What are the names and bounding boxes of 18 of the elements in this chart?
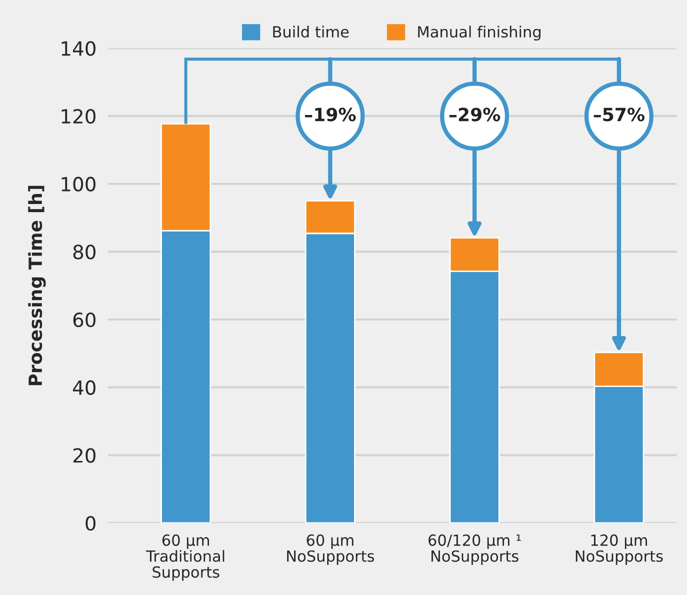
y-tick-label: 120 <box>62 108 96 124</box>
annotation: –19% <box>305 108 356 122</box>
x-tick-label: 60/120 µm ¹ NoSupports <box>428 534 521 565</box>
y-tick-label: 80 <box>73 244 96 260</box>
annotation: –29% <box>449 108 500 122</box>
y-axis-title: Processing Time [h] <box>28 186 46 386</box>
legend-label: Manual finishing <box>418 26 540 41</box>
x-tick-label: 60 µm Traditional Supports <box>146 534 224 581</box>
y-tick-label: 40 <box>72 380 96 396</box>
y-tick-label: 140 <box>62 41 96 56</box>
y-tick-label: 100 <box>62 176 96 192</box>
x-tick-label: 120 µm NoSupports <box>576 534 663 565</box>
y-tick-label: 0 <box>86 516 96 531</box>
x-tick-label: 60 µm NoSupports <box>287 534 374 565</box>
legend-label: Build time <box>273 26 349 38</box>
y-tick-label: 20 <box>73 448 96 463</box>
y-tick-label: 60 <box>73 312 96 328</box>
annotation: –57% <box>594 108 644 122</box>
